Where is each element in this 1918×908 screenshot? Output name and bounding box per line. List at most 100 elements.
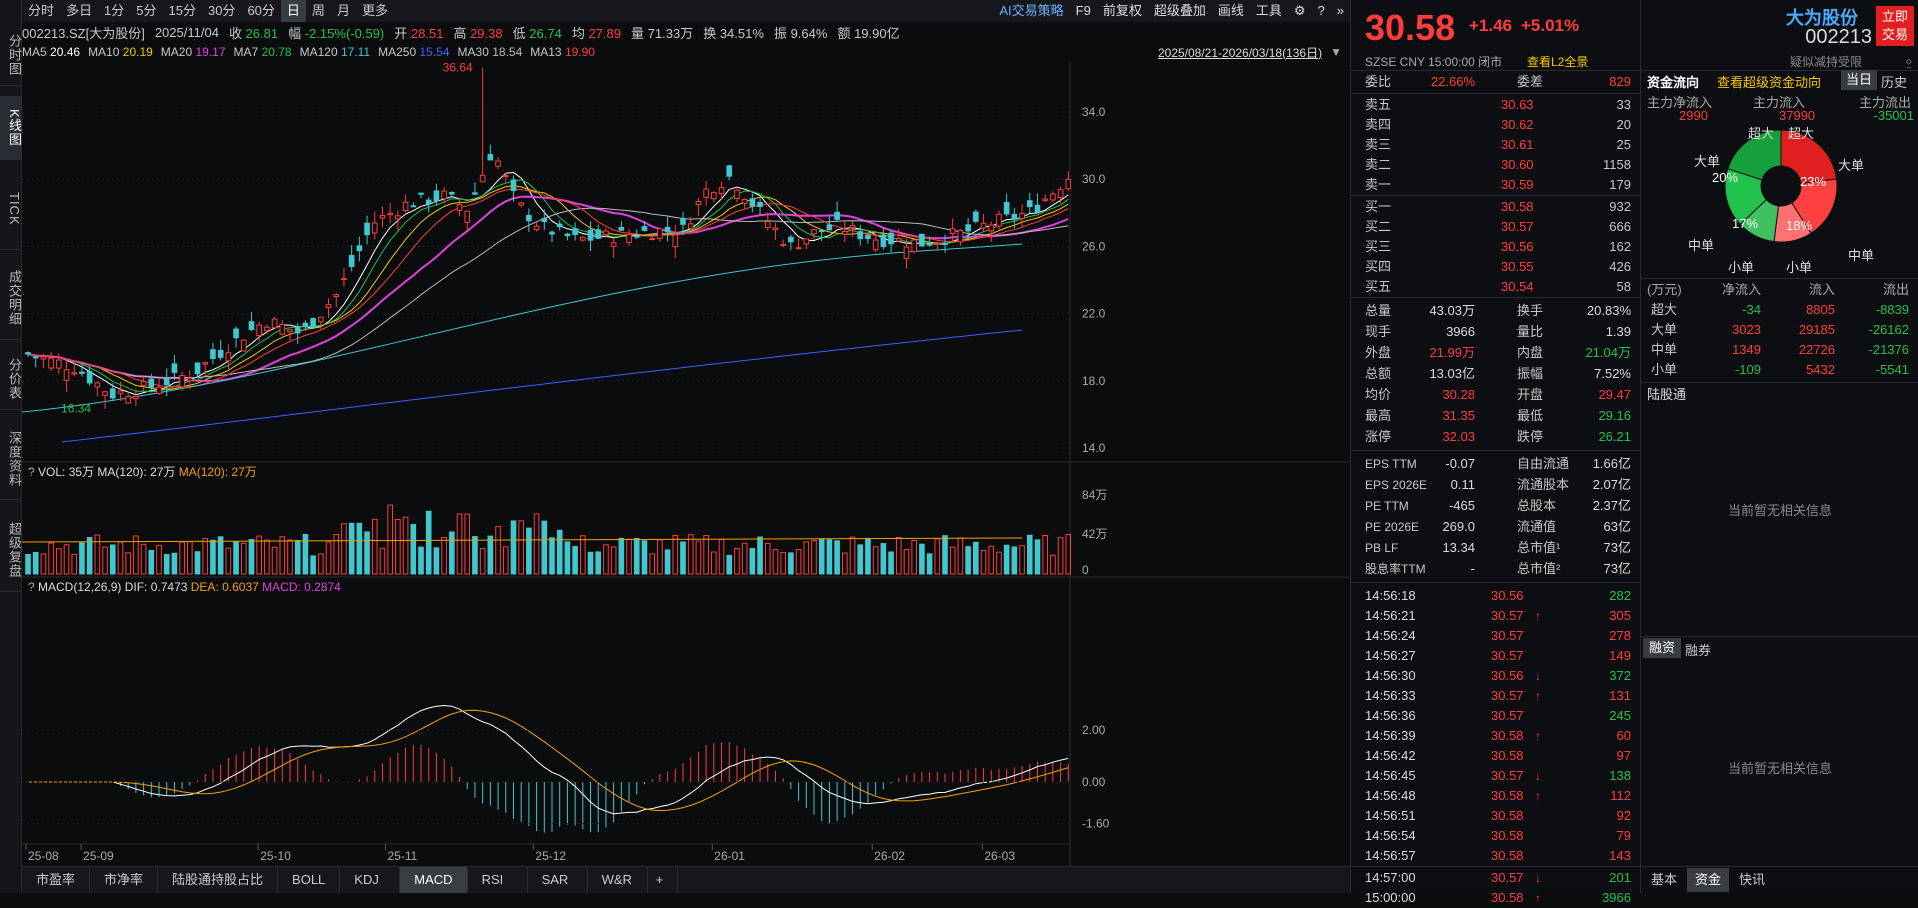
gear-icon[interactable]: ⚙ xyxy=(1293,3,1306,18)
fund-label: 总市值¹ xyxy=(1517,540,1561,555)
candle-body xyxy=(533,225,540,231)
ask-volume: 1158 xyxy=(1603,157,1631,172)
flow-head: 主力净流入 xyxy=(1647,95,1713,110)
pin-icon[interactable]: ⍚ xyxy=(1904,52,1914,69)
period-button-more[interactable]: 更多 xyxy=(361,3,388,18)
indicator-tab[interactable]: 陆股通持股占比 xyxy=(158,867,279,893)
tab-margin[interactable]: 融资 xyxy=(1643,638,1681,658)
ma-value: 15.54 xyxy=(419,45,450,59)
bid-row[interactable]: 买二 30.57 666 xyxy=(1351,217,1641,237)
indicator-tab[interactable]: SAR xyxy=(528,867,588,893)
bid-row[interactable]: 买一 30.58 932 xyxy=(1351,197,1641,217)
period-button[interactable]: 多日 xyxy=(66,3,93,18)
indicator-tab[interactable]: BOLL xyxy=(278,867,341,893)
high-value: 29.38 xyxy=(470,25,503,41)
candle-body xyxy=(25,352,31,355)
adjust-button[interactable]: 前复权 xyxy=(1102,3,1142,18)
period-button[interactable]: 60分 xyxy=(247,3,275,18)
trade-button[interactable]: 立即交易 xyxy=(1876,6,1914,46)
tab-replay[interactable]: 超级复盘 xyxy=(0,508,22,592)
stat-label: 均价 xyxy=(1365,387,1392,402)
stock-code: 002213.SZ[大为股份] xyxy=(22,25,145,41)
flow-row-label: 小单 xyxy=(1651,362,1678,377)
ask-row[interactable]: 卖四 30.62 20 xyxy=(1351,115,1641,135)
flow-col-head: (万元) xyxy=(1647,282,1682,297)
volume-bar xyxy=(1011,546,1018,575)
overlay-button[interactable]: 超级叠加 xyxy=(1153,3,1206,18)
tab-history[interactable]: 历史 xyxy=(1881,75,1908,90)
flow-row-label: 超大 xyxy=(1651,302,1678,317)
candle-body xyxy=(133,395,139,400)
period-button[interactable]: 分时 xyxy=(28,3,55,18)
tab-price-table[interactable]: 分价表 xyxy=(0,348,22,410)
empty-message: 当前暂无相关信息 xyxy=(1727,503,1832,518)
tick-row: 14:56:30 30.56 ↓ 372 xyxy=(1351,666,1641,686)
candle-body xyxy=(973,211,979,222)
l2-link[interactable]: 查看L2全景 xyxy=(1527,55,1589,69)
indicator-tab[interactable]: KDJ xyxy=(340,867,401,893)
fund-value: - xyxy=(1470,561,1475,576)
bid-row[interactable]: 买三 30.56 162 xyxy=(1351,237,1641,257)
ask-row[interactable]: 卖三 30.61 25 xyxy=(1351,135,1641,155)
indicator-tab[interactable]: MACD xyxy=(400,867,468,893)
candle-body xyxy=(1019,213,1025,219)
draw-button[interactable]: 画线 xyxy=(1217,3,1244,18)
help-icon[interactable]: ? xyxy=(1317,3,1325,18)
period-button[interactable]: 1分 xyxy=(104,3,125,18)
ask-row[interactable]: 卖二 30.60 1158 xyxy=(1351,155,1641,175)
ask-row[interactable]: 卖五 30.63 33 xyxy=(1351,95,1641,115)
tab-tick[interactable]: TICK xyxy=(0,168,22,250)
period-button[interactable]: 5分 xyxy=(136,3,157,18)
tab-trade-detail[interactable]: 成交明细 xyxy=(0,256,22,340)
ma-legend-item: MA120 17.11 xyxy=(300,45,371,59)
period-button[interactable]: 月 xyxy=(336,3,350,18)
f9-button[interactable]: F9 xyxy=(1075,3,1091,18)
flow-bottom-tab[interactable]: 基本 xyxy=(1650,872,1677,887)
period-button[interactable]: 15分 xyxy=(168,3,196,18)
tab-depth[interactable]: 深度资料 xyxy=(0,418,22,500)
candle-body xyxy=(926,243,933,246)
indicator-tab[interactable]: W&R xyxy=(588,867,648,893)
volume-bar xyxy=(526,527,532,575)
ask-row[interactable]: 卖一 30.59 179 xyxy=(1351,175,1641,195)
macd-tick: 2.00 xyxy=(1082,723,1106,737)
donut-category-label: 中单 xyxy=(1688,238,1714,253)
tick-time: 14:56:54 xyxy=(1365,828,1416,843)
bid-row[interactable]: 买五 30.54 58 xyxy=(1351,277,1641,297)
period-button[interactable]: 30分 xyxy=(207,3,236,18)
date-range[interactable]: 2025/08/21-2026/03/18(136日) xyxy=(1157,45,1323,60)
flow-bottom-tab[interactable]: 资金 xyxy=(1687,868,1729,892)
ai-strategy-button[interactable]: AI交易策略 xyxy=(999,3,1064,18)
tab-kline[interactable]: K线图 xyxy=(0,96,22,160)
flow-bottom-tab[interactable]: 快讯 xyxy=(1738,872,1765,887)
stat-label: 量比 xyxy=(1517,324,1544,339)
indicator-tab[interactable]: + xyxy=(648,867,678,893)
tab-today[interactable]: 当日 xyxy=(1841,70,1877,90)
tab-timeshare[interactable]: 分时图 xyxy=(0,24,22,86)
triangle-down-icon[interactable]: ▼ xyxy=(1330,45,1342,59)
tick-time: 14:56:36 xyxy=(1365,708,1416,723)
indicator-tab[interactable]: 市净率 xyxy=(90,867,159,893)
double-chevron-right-icon[interactable]: » xyxy=(1336,3,1344,18)
tab-short[interactable]: 融券 xyxy=(1685,643,1712,658)
tick-time: 14:56:39 xyxy=(1365,728,1416,743)
last-price: 30.58 xyxy=(1365,7,1456,48)
tick-time: 14:56:42 xyxy=(1365,748,1416,763)
fund-label: EPS 2026E xyxy=(1365,478,1428,492)
left-tab-bar: 分时图 K线图 TICK 成交明细 分价表 深度资料 超级复盘 xyxy=(0,0,22,893)
indicator-tab[interactable]: 市盈率 xyxy=(22,867,91,893)
volume-bar xyxy=(379,547,386,575)
tick-row: 14:56:45 30.57 ↓ 138 xyxy=(1351,766,1641,786)
candle-body xyxy=(626,233,632,243)
bid-row[interactable]: 买四 30.55 426 xyxy=(1351,257,1641,277)
tools-button[interactable]: 工具 xyxy=(1255,3,1282,18)
super-flow-link[interactable]: 查看超级资金动向 xyxy=(1717,75,1822,90)
tick-volume: 201 xyxy=(1609,870,1631,885)
period-button[interactable]: 周 xyxy=(311,3,325,18)
ma-name: MA10 xyxy=(88,45,120,59)
volume-bar xyxy=(140,543,147,575)
indicator-tab[interactable]: RSI xyxy=(468,867,528,893)
donut-pct-label: 23% xyxy=(1800,174,1826,189)
kline-chart[interactable]: 34.0 30.0 26.0 22.0 18.0 14.0 36.64 16.34 ? VOL:… xyxy=(22,62,1350,866)
period-button-day[interactable]: 日 xyxy=(280,0,306,22)
